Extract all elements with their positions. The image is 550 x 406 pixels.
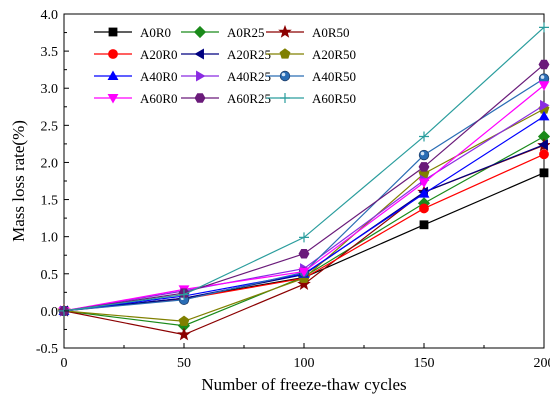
legend-item: A60R0 xyxy=(94,91,178,106)
y-tick-label: 2.5 xyxy=(41,119,59,134)
legend-label: A40R0 xyxy=(140,69,178,84)
data-point xyxy=(540,99,550,111)
legend-marker xyxy=(194,48,204,60)
legend-item: A40R50 xyxy=(266,69,356,84)
data-point xyxy=(418,188,430,198)
marker-highlight xyxy=(281,72,286,77)
marker-body xyxy=(418,149,430,161)
data-point xyxy=(298,249,310,259)
legend-marker xyxy=(108,49,118,59)
legend-marker xyxy=(196,70,206,82)
legend-item: A20R25 xyxy=(181,47,271,62)
legend-marker xyxy=(108,27,118,37)
marker-body xyxy=(279,70,291,82)
legend-label: A60R50 xyxy=(312,91,356,106)
legend-marker xyxy=(194,93,206,103)
data-point xyxy=(538,59,550,70)
data-point xyxy=(539,149,549,160)
legend-label: A60R25 xyxy=(227,91,271,106)
data-point xyxy=(419,220,429,230)
legend-label: A20R25 xyxy=(227,47,271,62)
legend-marker xyxy=(279,48,291,59)
legend: A0R0 A0R25 A0R50 A20R0 A20R25 A20R50 A40R0 A40R… xyxy=(94,24,356,106)
legend-label: A0R0 xyxy=(140,25,171,40)
x-tick-label: 0 xyxy=(61,356,68,371)
data-point xyxy=(418,162,430,172)
series-line xyxy=(63,135,545,327)
legend-label: A60R0 xyxy=(140,91,178,106)
marker-highlight xyxy=(540,75,545,79)
y-tick-label: 3.0 xyxy=(41,82,59,97)
legend-marker xyxy=(107,70,119,80)
x-axis-title: Number of freeze-thaw cycles xyxy=(201,375,406,394)
x-tick-label: 200 xyxy=(534,356,550,371)
legend-item: A40R25 xyxy=(181,69,271,84)
data-point xyxy=(418,149,430,161)
y-tick-label: -0.5 xyxy=(36,342,58,357)
axes-layer: 0 50 100 150 200 -0.5 0.0 0.5 1.0 1.5 2.0 2.5 3.0 3.5… xyxy=(36,8,550,371)
legend-marker xyxy=(107,94,119,104)
data-point xyxy=(299,232,309,243)
legend-item: A40R0 xyxy=(94,69,178,84)
series-line xyxy=(63,108,545,322)
legend-marker xyxy=(193,25,207,39)
y-tick-label: 0.5 xyxy=(41,268,59,283)
data-point xyxy=(419,203,429,214)
legend-item: A60R25 xyxy=(181,91,271,106)
legend-label: A20R0 xyxy=(140,47,178,62)
y-tick-label: 1.0 xyxy=(41,231,59,246)
data-point xyxy=(419,131,429,142)
series-A20R25 xyxy=(58,139,548,317)
legend-label: A40R50 xyxy=(312,69,356,84)
x-tick-label: 50 xyxy=(177,356,191,371)
legend-item: A0R50 xyxy=(266,24,350,40)
y-axis-title: Mass loss rate(%) xyxy=(9,120,28,242)
data-point xyxy=(538,110,550,121)
legend-marker xyxy=(278,24,292,38)
data-point xyxy=(539,168,549,178)
data-point xyxy=(538,73,550,84)
x-tick-label: 150 xyxy=(414,356,435,371)
legend-item: A0R0 xyxy=(94,25,171,40)
y-tick-label: 0.0 xyxy=(41,305,59,320)
legend-item: A20R50 xyxy=(266,47,356,62)
legend-item: A60R50 xyxy=(266,91,356,106)
legend-item: A0R25 xyxy=(181,25,265,40)
data-point xyxy=(538,139,548,151)
data-point xyxy=(177,327,191,341)
data-point xyxy=(298,267,310,278)
series-layer xyxy=(57,22,550,341)
data-point xyxy=(538,81,550,91)
legend-label: A0R50 xyxy=(312,25,350,40)
legend-marker xyxy=(279,70,291,82)
data-point xyxy=(418,178,430,188)
data-point xyxy=(539,22,549,33)
data-point xyxy=(178,315,190,326)
legend-marker xyxy=(280,93,290,103)
y-tick-label: 1.5 xyxy=(41,194,59,209)
y-tick-label: 4.0 xyxy=(41,8,59,23)
marker-highlight xyxy=(420,151,425,156)
data-point xyxy=(179,289,189,300)
data-point xyxy=(297,277,311,290)
y-tick-label: 3.5 xyxy=(41,45,59,60)
legend-label: A20R50 xyxy=(312,47,356,62)
legend-label: A40R25 xyxy=(227,69,271,84)
y-tick-label: 2.0 xyxy=(41,156,59,171)
series-A20R50 xyxy=(58,103,550,326)
x-tick-label: 100 xyxy=(294,356,315,371)
legend-item: A20R0 xyxy=(94,47,178,62)
legend-label: A0R25 xyxy=(227,25,265,40)
